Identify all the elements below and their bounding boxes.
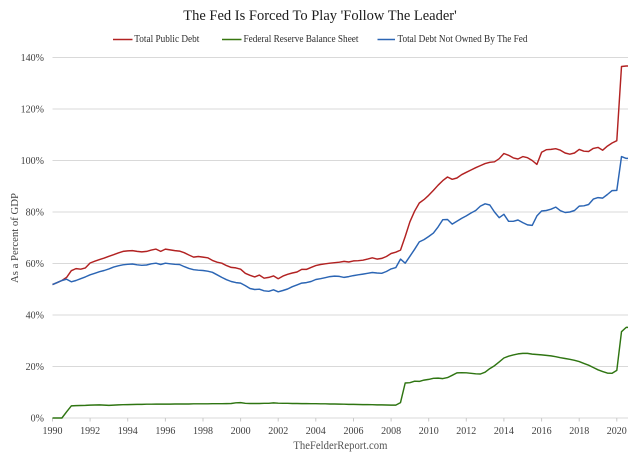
svg-text:140%: 140% [21, 53, 44, 64]
svg-text:Federal Reserve Balance Sheet: Federal Reserve Balance Sheet [244, 34, 359, 45]
svg-text:2006: 2006 [344, 426, 364, 437]
svg-text:2002: 2002 [268, 426, 288, 437]
svg-text:20%: 20% [26, 362, 44, 373]
svg-text:2000: 2000 [231, 426, 251, 437]
svg-text:120%: 120% [21, 105, 44, 116]
svg-text:Total Debt Not Owned By The Fe: Total Debt Not Owned By The Fed [398, 34, 529, 45]
svg-text:2010: 2010 [419, 426, 439, 437]
svg-text:2014: 2014 [494, 426, 514, 437]
svg-text:60%: 60% [26, 259, 44, 270]
svg-text:1994: 1994 [118, 426, 138, 437]
svg-text:As a Percent of GDP: As a Percent of GDP [9, 193, 21, 283]
svg-text:2018: 2018 [569, 426, 589, 437]
svg-text:1996: 1996 [155, 426, 175, 437]
svg-text:40%: 40% [26, 311, 44, 322]
svg-text:2016: 2016 [532, 426, 552, 437]
svg-text:2012: 2012 [456, 426, 476, 437]
svg-text:1998: 1998 [193, 426, 213, 437]
svg-text:80%: 80% [26, 208, 44, 219]
svg-text:2004: 2004 [306, 426, 326, 437]
svg-text:TheFelderReport.com: TheFelderReport.com [293, 439, 387, 452]
svg-text:2008: 2008 [381, 426, 401, 437]
svg-text:2020: 2020 [607, 426, 627, 437]
svg-text:Total Public Debt: Total Public Debt [134, 34, 199, 45]
svg-text:1990: 1990 [43, 426, 63, 437]
svg-text:100%: 100% [21, 156, 44, 167]
svg-text:1992: 1992 [80, 426, 100, 437]
svg-text:The Fed Is Forced To Play 'Fol: The Fed Is Forced To Play 'Follow The Le… [183, 8, 456, 24]
svg-text:0%: 0% [31, 414, 44, 425]
